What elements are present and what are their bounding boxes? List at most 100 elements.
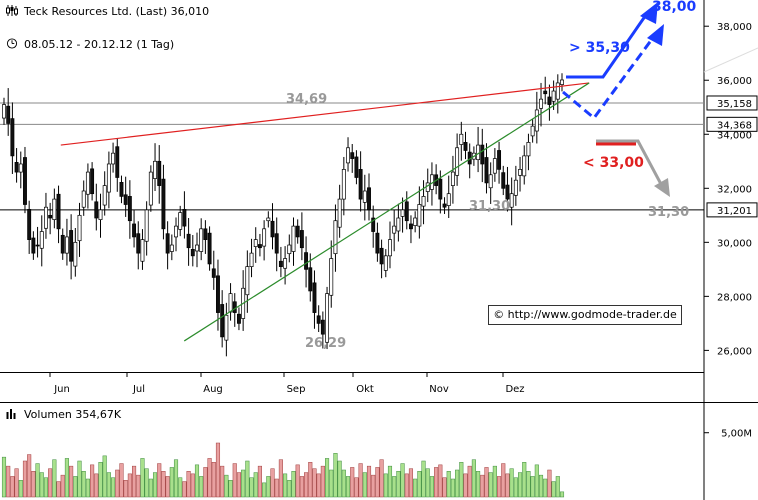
candle-body (106, 163, 111, 193)
volume-bar (534, 464, 539, 498)
volume-bar (333, 453, 338, 498)
trendline-support (183, 82, 590, 342)
candle-body (266, 217, 271, 222)
candle-body (228, 293, 233, 313)
volume-bar (203, 467, 208, 498)
x-tick-label: Dez (505, 384, 524, 395)
date-range: 08.05.12 - 20.12.12 (1 Tag) (6, 38, 174, 51)
volume-bar (81, 471, 86, 498)
volume-bar (132, 465, 137, 498)
candle-body (480, 144, 485, 165)
trendline-resistance (60, 82, 590, 146)
candle-body (178, 212, 183, 230)
candle-body (262, 228, 267, 247)
candle-body (207, 232, 212, 265)
candle-body (438, 178, 443, 200)
volume-bar (123, 480, 128, 498)
volume-bar (455, 469, 460, 498)
volume-bar (241, 469, 246, 498)
volume-bar (555, 476, 560, 498)
candle-body (102, 185, 107, 206)
date-range-text: 08.05.12 - 20.12.12 (1 Tag) (24, 38, 175, 51)
volume-bar (551, 481, 556, 498)
volume-bar (371, 474, 376, 498)
candle-body (186, 233, 191, 249)
candle-body (341, 169, 346, 200)
level-label: 35,158 (717, 99, 752, 110)
volume-bar (207, 458, 212, 498)
candle-body (98, 209, 103, 220)
x-tick-label: Okt (356, 384, 374, 395)
candle-body (270, 220, 275, 238)
candle-body (295, 225, 300, 238)
candle-body (497, 150, 502, 170)
candle-body (85, 171, 90, 195)
level-label: 34,368 (717, 120, 752, 131)
candle-body (123, 194, 128, 205)
candle-body (257, 244, 262, 249)
volume-bar (27, 454, 32, 498)
bearish-arrow (596, 139, 664, 187)
volume-bar (404, 473, 409, 498)
volume-bar (39, 472, 44, 498)
volume-bar (90, 464, 95, 498)
volume-bar (488, 472, 493, 498)
volume-bar (106, 472, 111, 498)
x-tick-label: Aug (203, 384, 223, 395)
candle-body (400, 209, 405, 217)
volume-bar (1, 456, 7, 498)
candle-body (157, 160, 162, 186)
volume-bar (379, 459, 384, 498)
candle-body (291, 225, 296, 252)
candle-body (23, 157, 27, 205)
y-tick-label: 28,000 (717, 292, 752, 303)
candle-body (132, 223, 137, 238)
candle-body (119, 182, 124, 197)
annotation-low: 26,29 (305, 336, 346, 351)
volume-bar (190, 473, 195, 498)
candle-body (337, 198, 342, 228)
candle-body (413, 217, 418, 226)
volume-bar (35, 463, 40, 498)
volume-bar (413, 478, 418, 498)
candle-body (484, 157, 489, 184)
y-tick-label: 32,000 (717, 184, 752, 195)
chart-title: Teck Resources Ltd. (Last) 36,010 (24, 5, 210, 18)
candle-body (232, 301, 237, 313)
candle-body (140, 239, 145, 262)
y-tick-label: 38,000 (717, 22, 752, 33)
volume-bar (316, 473, 321, 498)
candle-body (551, 90, 556, 102)
volume-bar (232, 463, 237, 498)
candle-body (446, 193, 451, 206)
volume-bar (60, 474, 65, 498)
volume-bar (408, 468, 414, 498)
candle-body (52, 198, 57, 220)
bullish-arrowhead-solid (640, 2, 658, 24)
volume-bar (400, 463, 405, 498)
volume-bar (236, 472, 241, 498)
candle-body (488, 174, 493, 189)
candle-body (224, 314, 229, 341)
candle-body (518, 169, 522, 176)
volume-bar (517, 472, 523, 498)
volume-bar (345, 476, 351, 498)
volume-bar (442, 477, 447, 498)
volume-bar (148, 478, 153, 498)
volume-bar (157, 463, 162, 498)
volume-bar (366, 465, 372, 498)
volume-bar (467, 465, 472, 498)
y-tick-label: 36,000 (717, 76, 752, 87)
volume-bar (73, 476, 78, 498)
volume-bar (69, 465, 74, 498)
candle-body (312, 282, 317, 313)
volume-bar (283, 473, 288, 498)
volume-bar (228, 480, 233, 498)
annotation-breakout: > 35,30 (569, 40, 630, 56)
volume-bar (278, 459, 283, 498)
candle-body (174, 225, 178, 238)
y-tick-label: 30,000 (717, 238, 752, 249)
volume-bar (94, 473, 99, 498)
volume-bar (526, 471, 531, 498)
volume-bar (102, 455, 107, 498)
